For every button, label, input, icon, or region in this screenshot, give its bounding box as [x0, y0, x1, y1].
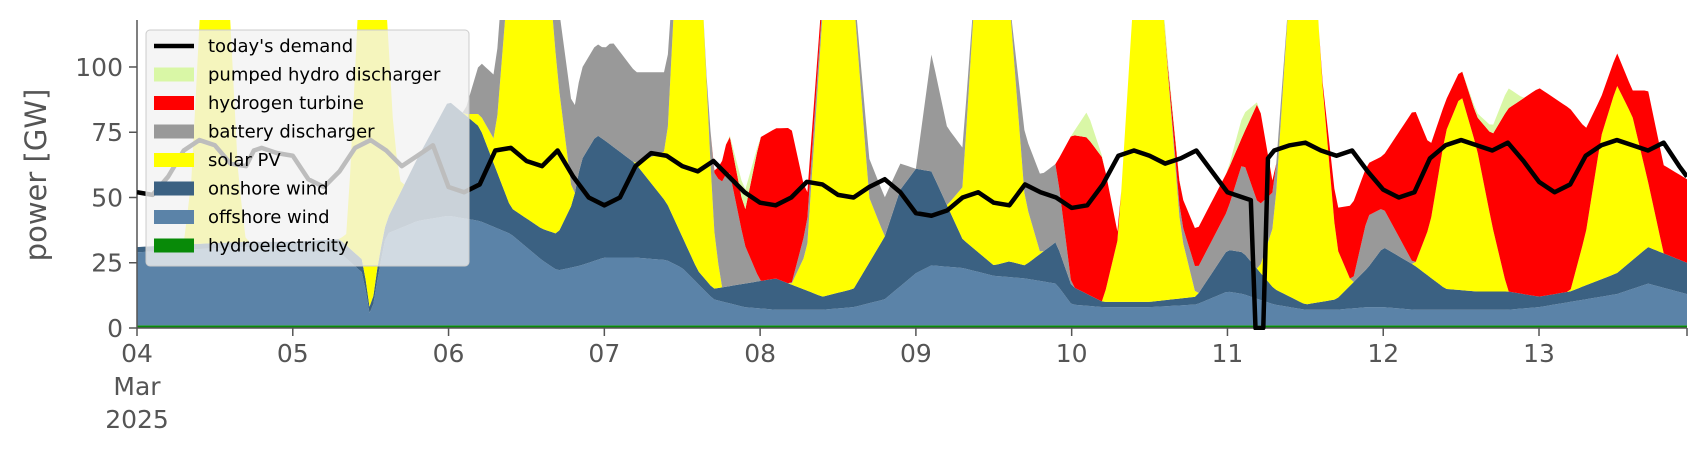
y-tick-label: 0	[107, 314, 123, 343]
legend-label: today's demand	[208, 36, 353, 57]
legend-swatch-onshore	[154, 181, 194, 196]
legend: today's demand pumped hydro discharger hyd…	[145, 29, 470, 267]
x-tick-label: 08	[744, 339, 776, 368]
y-axis-label: power [GW]	[19, 89, 53, 262]
x-tick-label: 09	[900, 339, 932, 368]
legend-label: pumped hydro discharger	[208, 65, 441, 86]
y-tick-label: 25	[91, 249, 123, 278]
y-tick-label: 100	[75, 53, 123, 82]
legend-box	[145, 29, 470, 267]
legend-swatch-offshore	[154, 210, 194, 224]
legend-swatch-battery	[154, 124, 194, 139]
x-tick-label: 05	[277, 339, 309, 368]
x-sublabel: 2025	[105, 405, 169, 434]
legend-label: battery discharger	[208, 122, 375, 143]
x-tick-label: 07	[588, 339, 620, 368]
x-tick-label: 11	[1212, 339, 1244, 368]
x-tick-label: 12	[1367, 339, 1399, 368]
legend-label: hydroelectricity	[208, 236, 349, 257]
legend-label: solar PV	[208, 150, 281, 171]
legend-swatch-hydro	[154, 238, 194, 253]
legend-swatch-solar	[154, 153, 194, 167]
legend-label: offshore wind	[208, 207, 330, 228]
x-sublabel: Mar	[113, 372, 161, 401]
area-hydrogen	[137, 20, 1687, 302]
legend-swatch-pumped_hydro	[154, 67, 194, 82]
y-tick-label: 50	[91, 183, 123, 212]
axes: 0 25 50 75 100 04 05 06 07 08 09 10 11 12 13 Mar 2025	[75, 20, 1688, 434]
area-offshore	[137, 216, 1687, 326]
x-tick-label: 04	[121, 339, 153, 368]
x-tick-label: 10	[1056, 339, 1088, 368]
x-tick-label: 13	[1523, 339, 1555, 368]
x-tick-label: 06	[433, 339, 465, 368]
area-solar	[137, 20, 1687, 307]
y-tick-label: 75	[91, 118, 123, 147]
legend-label: onshore wind	[208, 179, 329, 200]
legend-label: hydrogen turbine	[208, 93, 364, 114]
legend-swatch-hydrogen	[154, 96, 194, 110]
